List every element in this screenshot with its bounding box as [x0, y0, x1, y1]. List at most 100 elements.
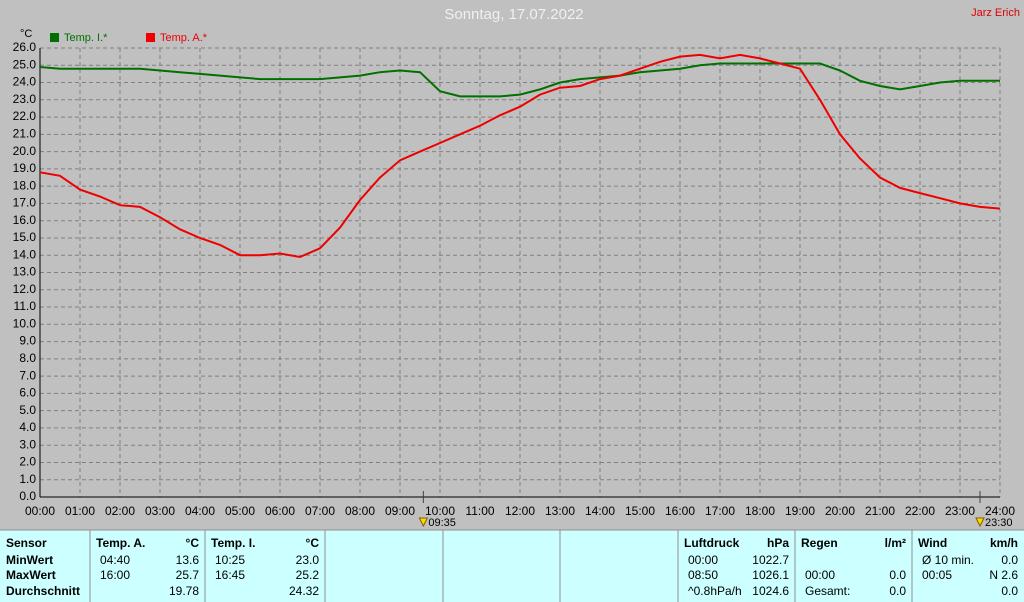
x-tick-label: 05:00 — [225, 504, 255, 518]
table-cell: 16:00 — [100, 568, 130, 582]
y-tick-label: 9.0 — [19, 334, 36, 348]
table-header: Luftdruck — [684, 536, 740, 550]
y-tick-label: 22.0 — [13, 109, 37, 123]
x-tick-label: 07:00 — [305, 504, 335, 518]
table-cell: 1024.6 — [752, 584, 789, 598]
marker-icon — [418, 517, 429, 528]
x-tick-label: 02:00 — [105, 504, 135, 518]
table-cell: 1026.1 — [752, 568, 789, 582]
table-header: km/h — [990, 536, 1018, 550]
x-tick-label: 24:00 — [985, 504, 1015, 518]
y-tick-label: 8.0 — [19, 351, 36, 365]
table-cell: 25.7 — [176, 568, 200, 582]
x-tick-label: 01:00 — [65, 504, 95, 518]
x-tick-label: 09:00 — [385, 504, 415, 518]
chart-bg — [0, 0, 1024, 530]
table-cell: 10:25 — [215, 553, 245, 567]
table-cell: 24.32 — [289, 584, 319, 598]
y-tick-label: 19.0 — [13, 161, 37, 175]
x-tick-label: 23:00 — [945, 504, 975, 518]
table-cell: 16:45 — [215, 568, 245, 582]
y-tick-label: 15.0 — [13, 230, 37, 244]
y-tick-label: 18.0 — [13, 178, 37, 192]
y-tick-label: 23.0 — [13, 92, 37, 106]
table-cell: Gesamt: — [805, 584, 850, 598]
table-cell: MaxWert — [6, 568, 56, 582]
table-header: Wind — [918, 536, 947, 550]
table-cell: 04:40 — [100, 553, 130, 567]
y-tick-label: 21.0 — [13, 127, 37, 141]
table-cell: Ø 10 min. — [922, 553, 974, 567]
y-tick-label: 16.0 — [13, 213, 37, 227]
table-cell: ^0.8hPa/h — [688, 584, 742, 598]
x-tick-label: 12:00 — [505, 504, 535, 518]
y-tick-label: 24.0 — [13, 75, 37, 89]
legend-swatch — [50, 33, 59, 42]
y-tick-label: 11.0 — [14, 299, 37, 313]
x-tick-label: 21:00 — [865, 504, 895, 518]
x-tick-label: 08:00 — [345, 504, 375, 518]
y-tick-label: 10.0 — [13, 316, 37, 330]
x-tick-label: 06:00 — [265, 504, 295, 518]
chart-title: Sonntag, 17.07.2022 — [444, 6, 583, 23]
y-tick-label: 6.0 — [19, 386, 36, 400]
x-tick-label: 19:00 — [785, 504, 815, 518]
legend-swatch — [146, 33, 155, 42]
table-cell: 00:00 — [688, 553, 718, 567]
y-tick-label: 17.0 — [13, 196, 37, 210]
x-tick-label: 17:00 — [705, 504, 735, 518]
series-line — [39, 53, 1001, 259]
marker-label: 09:35 — [428, 517, 456, 529]
table-header: Sensor — [6, 536, 47, 550]
y-tick-label: 2.0 — [19, 455, 36, 469]
y-tick-label: 20.0 — [13, 144, 37, 158]
table-cell: 23.0 — [296, 553, 320, 567]
table-cell: 0.0 — [889, 584, 906, 598]
series-line — [39, 62, 1000, 98]
x-tick-label: 11:00 — [465, 504, 494, 518]
table-cell: 13.6 — [176, 553, 200, 567]
table-header: Temp. A. — [96, 536, 145, 550]
x-tick-label: 00:00 — [25, 504, 55, 518]
table-cell: 00:05 — [922, 568, 952, 582]
marker-icon — [975, 517, 985, 528]
y-tick-label: 1.0 — [19, 472, 36, 486]
y-tick-label: 4.0 — [19, 420, 36, 434]
table-cell: N 2.6 — [989, 568, 1018, 582]
x-tick-label: 10:00 — [425, 504, 455, 518]
legend-label: Temp. I.* — [64, 32, 108, 44]
y-tick-label: 25.0 — [13, 57, 37, 71]
table-header: l/m² — [885, 536, 906, 550]
y-tick-label: 13.0 — [13, 265, 37, 279]
x-tick-label: 15:00 — [625, 504, 655, 518]
table-header: Temp. I. — [211, 536, 255, 550]
table-cell: 00:00 — [805, 568, 835, 582]
x-tick-label: 16:00 — [665, 504, 695, 518]
y-tick-label: 14.0 — [13, 247, 37, 261]
x-tick-label: 03:00 — [145, 504, 175, 518]
author: Jarz Erich — [971, 7, 1020, 19]
table-header: Regen — [801, 536, 838, 550]
y-tick-label: 12.0 — [13, 282, 37, 296]
y-tick-label: 7.0 — [19, 368, 36, 382]
table-cell: 0.0 — [1001, 584, 1018, 598]
x-tick-label: 18:00 — [745, 504, 775, 518]
table-cell: 19.78 — [169, 584, 199, 598]
x-tick-label: 13:00 — [545, 504, 575, 518]
table-cell: 08:50 — [688, 568, 718, 582]
y-tick-label: 5.0 — [19, 403, 36, 417]
table-cell: 0.0 — [889, 568, 906, 582]
table-cell: 1022.7 — [752, 553, 789, 567]
x-tick-label: 14:00 — [585, 504, 615, 518]
table-cell: MinWert — [6, 553, 53, 567]
marker-label: 23:30 — [985, 517, 1013, 529]
table-header: °C — [306, 536, 320, 550]
y-tick-label: 3.0 — [19, 437, 36, 451]
y-tick-label: 0.0 — [19, 489, 36, 503]
x-tick-label: 22:00 — [905, 504, 935, 518]
table-header: hPa — [767, 536, 789, 550]
table-cell: Durchschnitt — [6, 584, 80, 598]
table-bg — [0, 530, 1024, 602]
